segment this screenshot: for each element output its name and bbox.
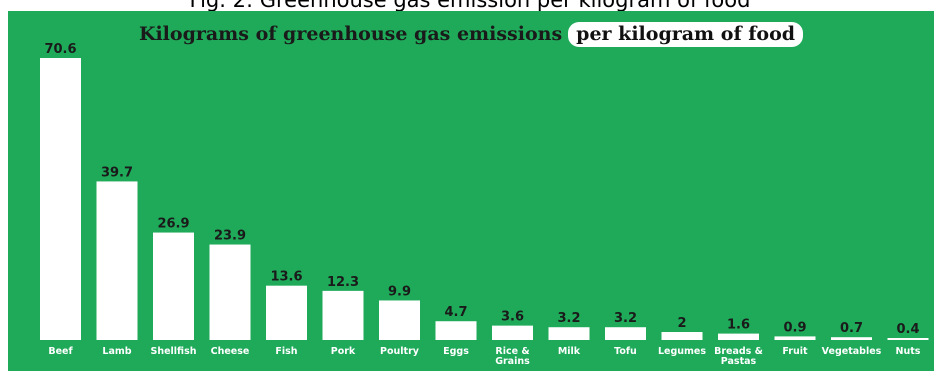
value-label-fish: 13.6 [270,270,302,285]
category-label-fruit: Fruit [782,346,808,357]
bar-poultry [379,300,420,340]
category-label-breads-and-pastas: Breads & Pastas [714,346,763,367]
bar-breads-and-pastas [718,333,759,340]
value-label-milk: 3.2 [557,311,580,326]
category-label-beef: Beef [48,346,73,357]
value-label-rice-and-grains: 3.6 [501,310,524,325]
chart-title-highlight: per kilogram of food [568,21,804,47]
bar-tofu [605,327,646,340]
value-label-pork: 12.3 [327,275,359,290]
bar-rice-and-grains [492,325,533,340]
category-label-cheese: Cheese [211,346,250,357]
category-label-tofu: Tofu [614,346,637,357]
category-label-poultry: Poultry [380,346,420,357]
bar-pork [322,290,364,340]
chart-title-main: Kilograms of greenhouse gas emissions [138,23,563,45]
value-label-fruit: 0.9 [783,320,806,335]
value-label-breads-and-pastas: 1.6 [727,318,750,333]
category-label-shellfish: Shellfish [150,346,196,357]
value-label-shellfish: 26.9 [157,217,189,232]
category-label-milk: Milk [558,346,581,357]
bar-chart: 70.6 Beef 39.7 Lamb 26.9 Shellfish 23.9 Cheese 1… [40,42,929,367]
bar-cheese [209,244,251,340]
bar-fruit [774,336,816,340]
category-label-lamb: Lamb [102,346,131,357]
bar-lamb [96,181,138,340]
chart-title: Kilograms of greenhouse gas emissions pe… [8,21,934,47]
value-label-legumes: 2 [677,316,686,331]
bar-eggs [435,321,477,340]
bar-milk [548,327,590,340]
value-label-vegetables: 0.7 [840,321,863,336]
category-label-nuts: Nuts [896,346,921,357]
bar-shellfish [153,232,194,340]
bar-beef [40,58,81,340]
value-label-cheese: 23.9 [214,229,246,244]
bar-fish [266,285,307,340]
value-label-beef: 70.6 [44,42,76,57]
figure-caption: Fig. 2: Greenhouse gas emission per kilo… [189,0,751,12]
bar-vegetables [831,337,872,340]
category-label-legumes: Legumes [658,346,706,357]
category-label-fish: Fish [275,346,297,357]
value-label-poultry: 9.9 [388,284,411,299]
category-label-pork: Pork [331,346,356,357]
value-label-eggs: 4.7 [444,305,467,320]
bar-nuts [887,338,929,340]
category-label-rice-and-grains: Rice & Grains [495,346,530,367]
category-label-vegetables: Vegetables [822,346,882,357]
value-label-lamb: 39.7 [101,165,133,180]
value-label-tofu: 3.2 [614,311,637,326]
chart-panel: Kilograms of greenhouse gas emissions pe… [8,11,934,371]
bar-legumes [661,332,703,340]
category-label-eggs: Eggs [443,346,469,357]
value-label-nuts: 0.4 [896,322,919,337]
